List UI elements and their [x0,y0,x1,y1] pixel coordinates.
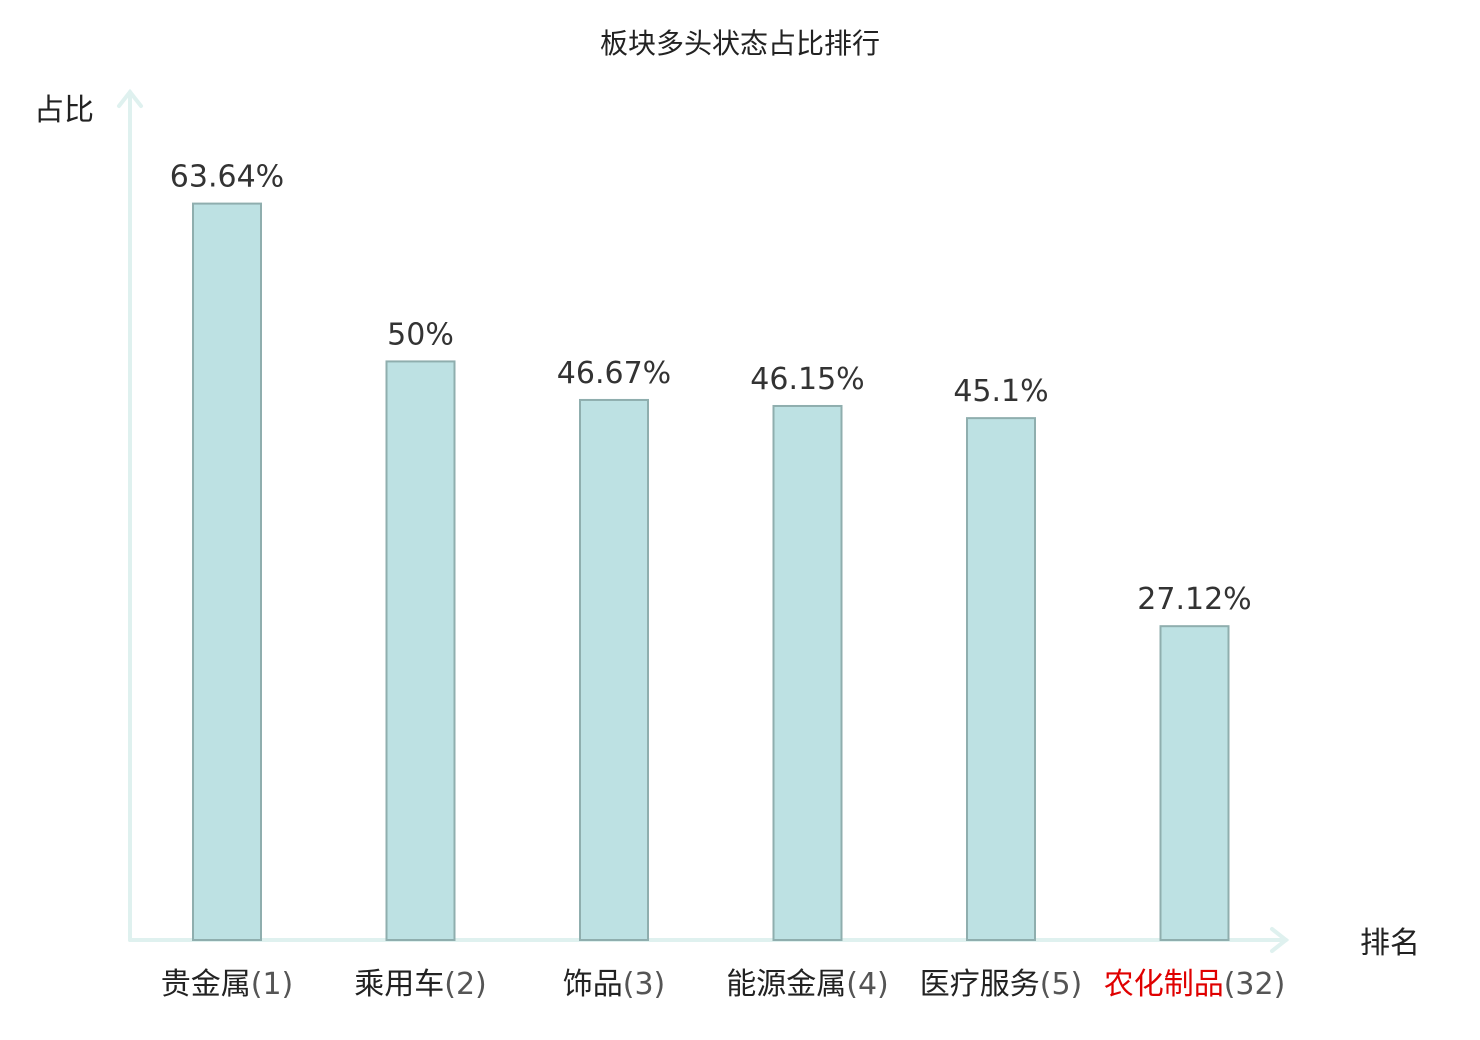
x-tick-rank: (32) [1224,967,1286,1002]
value-label-2: 50% [387,317,454,352]
value-label-5: 45.1% [953,374,1048,409]
x-axis: 排名 [128,926,1420,961]
x-tick-label-5: 医疗服务(5) [920,967,1083,1002]
value-label-3: 46.67% [557,356,671,391]
chart-title: 板块多头状态占比排行 [599,27,880,60]
value-labels: 63.64% 50% 46.67% 46.15% 45.1% 27.12% [170,160,1252,618]
x-tick-category: 医疗服务 [920,967,1040,1002]
x-tick-category: 饰品 [563,967,623,1002]
x-tick-label-3: 饰品(3) [563,967,666,1002]
y-axis: 占比 [34,88,143,942]
x-axis-label: 排名 [1360,926,1420,961]
value-label-1: 63.64% [170,160,284,195]
bar-2 [385,360,456,941]
bar-5 [966,417,1036,941]
x-tick-label-4: 能源金属(4) [726,967,889,1002]
x-tick-rank: (5) [1040,967,1083,1002]
x-tick-label-1: 贵金属(1) [161,967,294,1002]
x-tick-label-2: 乘用车(2) [354,967,487,1002]
y-axis-label: 占比 [34,93,94,128]
x-tick-labels: 贵金属(1) 乘用车(2) 饰品(3) 能源金属(4) 医疗服务(5) 农化制品(32) [161,967,1286,1002]
y-axis-arrow-icon [117,88,143,108]
x-tick-category: 能源金属 [726,967,846,1002]
x-tick-rank: (2) [444,967,487,1002]
bar-4 [772,404,843,941]
x-tick-category: 贵金属 [161,967,251,1002]
x-tick-category: 农化制品 [1104,967,1224,1002]
bar-3 [579,398,649,941]
bar-1 [192,202,262,941]
value-label-4: 46.15% [750,362,864,397]
x-tick-rank: (3) [623,967,666,1002]
x-tick-label-6: 农化制品(32) [1104,967,1286,1002]
x-tick-rank: (4) [846,967,889,1002]
x-tick-category: 乘用车 [354,967,444,1002]
value-label-6: 27.12% [1137,582,1251,617]
bar-6 [1159,625,1230,941]
bar-series [192,202,1230,941]
x-tick-rank: (1) [251,967,294,1002]
x-axis-arrow-icon [1270,927,1290,953]
